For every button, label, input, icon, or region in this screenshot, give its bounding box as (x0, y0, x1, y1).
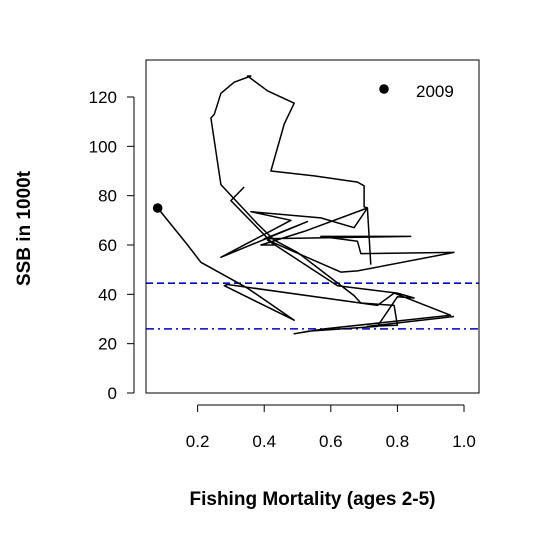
plot-layer: 2009 (146, 75, 479, 335)
legend-label: 2009 (416, 82, 454, 101)
x-tick-label: 1.0 (452, 432, 476, 451)
x-tick-label: 0.6 (319, 432, 343, 451)
point-2009 (152, 203, 163, 213)
plot-frame (145, 59, 480, 394)
x-tick-label: 0.4 (252, 432, 276, 451)
y-tick-label: 100 (89, 137, 117, 156)
y-tick-label: 0 (108, 384, 117, 403)
x-tick-label: 0.2 (186, 432, 210, 451)
legend-marker (379, 84, 389, 94)
x-axis-title: Fishing Mortality (ages 2-5) (190, 489, 436, 510)
y-tick-label: 20 (98, 335, 117, 354)
y-tick-label: 60 (98, 236, 117, 255)
y-tick-label: 120 (89, 88, 117, 107)
series-line-1 (157, 186, 455, 335)
axes-layer: 0.2 0.4 0.6 0.8 1.0 0 20 40 60 80 100 120 Fishing Mo… (14, 59, 480, 510)
y-tick-label: 40 (98, 285, 117, 304)
x-tick-label: 0.8 (386, 432, 410, 451)
y-tick-label: 80 (98, 187, 117, 206)
y-axis-title: SSB in 1000t (14, 170, 35, 286)
series-line-2 (210, 75, 455, 328)
legend: 2009 (379, 82, 454, 101)
